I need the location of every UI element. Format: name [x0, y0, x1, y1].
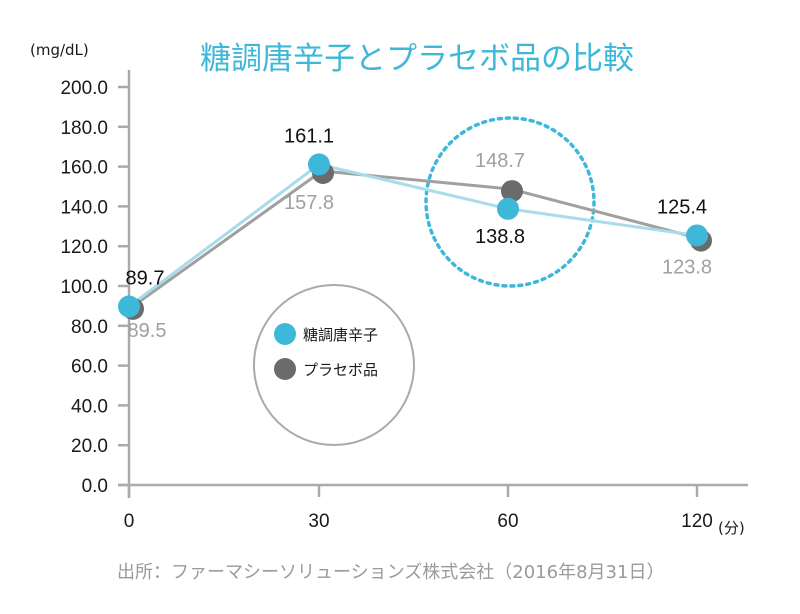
series-line-0: [128, 162, 698, 308]
source-note: 出所：ファーマシーソリューションズ株式会社（2016年8月31日）: [117, 562, 664, 583]
data-point-series-0: [308, 153, 330, 176]
legend-label-series-1: プラセボ品: [303, 361, 378, 379]
data-label-series-1: 157.8: [284, 192, 334, 214]
legend: 糖調唐辛子 プラセボ品: [253, 284, 415, 446]
x-tick-label: 30: [308, 511, 329, 532]
data-label-series-0: 125.4: [657, 196, 707, 218]
legend-marker-series-1: [274, 358, 296, 380]
x-axis: 0 30 60 120: [118, 483, 748, 532]
highlight-circle: [424, 116, 596, 288]
y-tick-label: 20.0: [71, 436, 108, 457]
data-label-series-1: 123.8: [662, 257, 712, 279]
data-label-series-0: 161.1: [284, 125, 334, 147]
x-axis-unit: (分): [718, 519, 745, 537]
data-point-series-1: [501, 180, 523, 203]
y-tick-label: 180.0: [60, 118, 108, 139]
data-label-series-0: 89.7: [126, 267, 165, 289]
chart-title: 糖調唐辛子とプラセボ品の比較: [200, 41, 634, 77]
y-tick-label: 100.0: [60, 277, 108, 298]
series-layer: 89.7 161.1 138.8 125.4 89.5 157.8 148.7 123.8: [118, 125, 712, 342]
y-tick-label: 80.0: [71, 317, 108, 338]
y-tick-label: 200.0: [60, 78, 108, 99]
data-label-series-1: 148.7: [475, 150, 525, 172]
y-tick-label: 160.0: [60, 158, 108, 179]
data-label-series-1: 89.5: [128, 320, 167, 342]
y-tick-label: 140.0: [60, 197, 108, 218]
y-axis-unit: (mg/dL): [30, 41, 89, 59]
y-tick-label: 120.0: [60, 237, 108, 258]
y-axis: 200.0 180.0 160.0 140.0 120.0 100.0 80.0 60.0 40…: [60, 70, 131, 498]
y-tick-label: 0.0: [82, 476, 108, 497]
data-label-series-0: 138.8: [475, 226, 525, 248]
x-tick-label: 0: [124, 511, 135, 532]
data-point-series-0: [497, 197, 519, 220]
legend-marker-series-0: [274, 323, 296, 345]
legend-circle: [253, 284, 415, 446]
x-tick-label: 120: [681, 511, 713, 532]
y-tick-label: 60.0: [71, 357, 108, 378]
data-point-series-0: [686, 224, 708, 247]
series-line-1: [131, 169, 701, 309]
y-tick-label: 40.0: [71, 396, 108, 417]
data-point-series-0: [118, 295, 140, 318]
legend-label-series-0: 糖調唐辛子: [303, 326, 378, 344]
x-tick-label: 60: [497, 511, 518, 532]
